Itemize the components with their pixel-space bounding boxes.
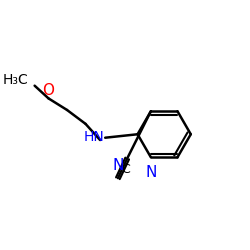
Text: H₃C: H₃C [3,73,29,87]
Text: N: N [145,165,156,180]
Text: C: C [122,163,130,176]
Text: N: N [112,158,124,173]
Text: HN: HN [83,130,104,144]
Text: O: O [42,83,54,98]
